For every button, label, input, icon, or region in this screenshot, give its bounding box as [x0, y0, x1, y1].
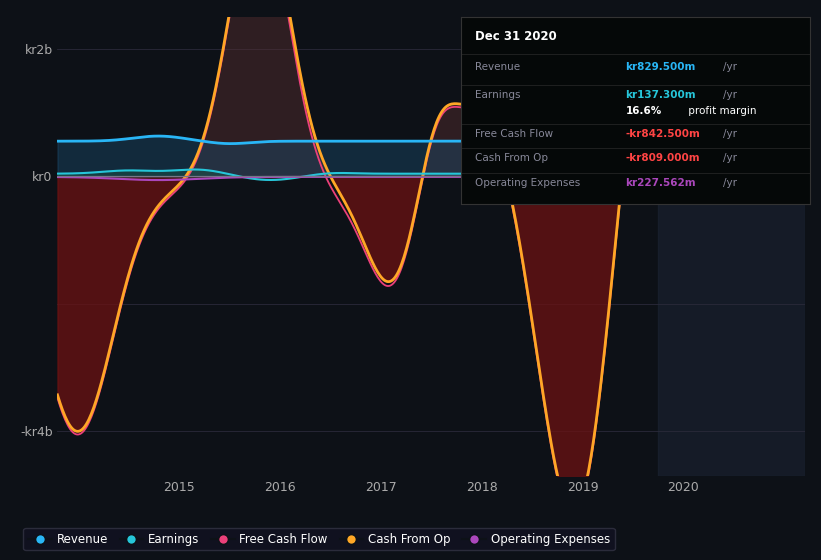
Text: Revenue: Revenue: [475, 63, 521, 72]
Text: Dec 31 2020: Dec 31 2020: [475, 30, 557, 43]
Text: /yr: /yr: [723, 129, 737, 139]
Text: Earnings: Earnings: [475, 90, 521, 100]
Bar: [658, 17, 805, 476]
Text: /yr: /yr: [723, 63, 737, 72]
Text: kr227.562m: kr227.562m: [626, 178, 696, 188]
Text: Cash From Op: Cash From Op: [475, 153, 548, 164]
Text: -kr842.500m: -kr842.500m: [626, 129, 700, 139]
Text: kr137.300m: kr137.300m: [626, 90, 696, 100]
Text: Operating Expenses: Operating Expenses: [475, 178, 580, 188]
Text: /yr: /yr: [723, 90, 737, 100]
Text: profit margin: profit margin: [685, 106, 756, 115]
Text: /yr: /yr: [723, 178, 737, 188]
Text: -kr809.000m: -kr809.000m: [626, 153, 700, 164]
Text: /yr: /yr: [723, 153, 737, 164]
Text: 16.6%: 16.6%: [626, 106, 662, 115]
Legend: Revenue, Earnings, Free Cash Flow, Cash From Op, Operating Expenses: Revenue, Earnings, Free Cash Flow, Cash …: [23, 528, 615, 550]
Text: kr829.500m: kr829.500m: [626, 63, 695, 72]
Text: Free Cash Flow: Free Cash Flow: [475, 129, 553, 139]
